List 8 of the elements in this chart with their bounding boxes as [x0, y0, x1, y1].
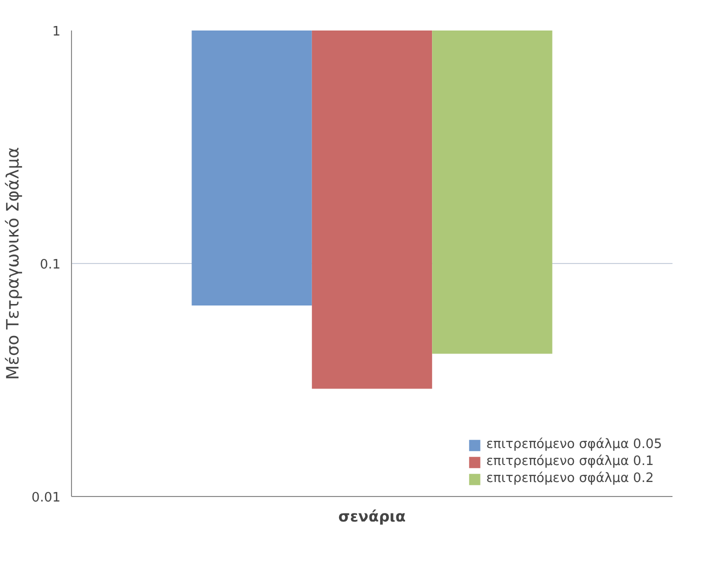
- legend-label: επιτρεπόμενο σφάλμα 0.1: [486, 454, 654, 469]
- legend-label: επιτρεπόμενο σφάλμα 0.2: [486, 471, 654, 486]
- y-tick-label: 0.01: [32, 490, 61, 506]
- x-axis-title: σενάρια: [338, 508, 406, 526]
- y-tick-label: 0.1: [40, 258, 61, 272]
- y-axis-title: Μέσο Τετραγωνικό Σφάλμα: [4, 147, 24, 380]
- y-tick-label: 1: [52, 24, 61, 40]
- legend-label: επιτρεπόμενο σφάλμα 0.05: [486, 437, 662, 452]
